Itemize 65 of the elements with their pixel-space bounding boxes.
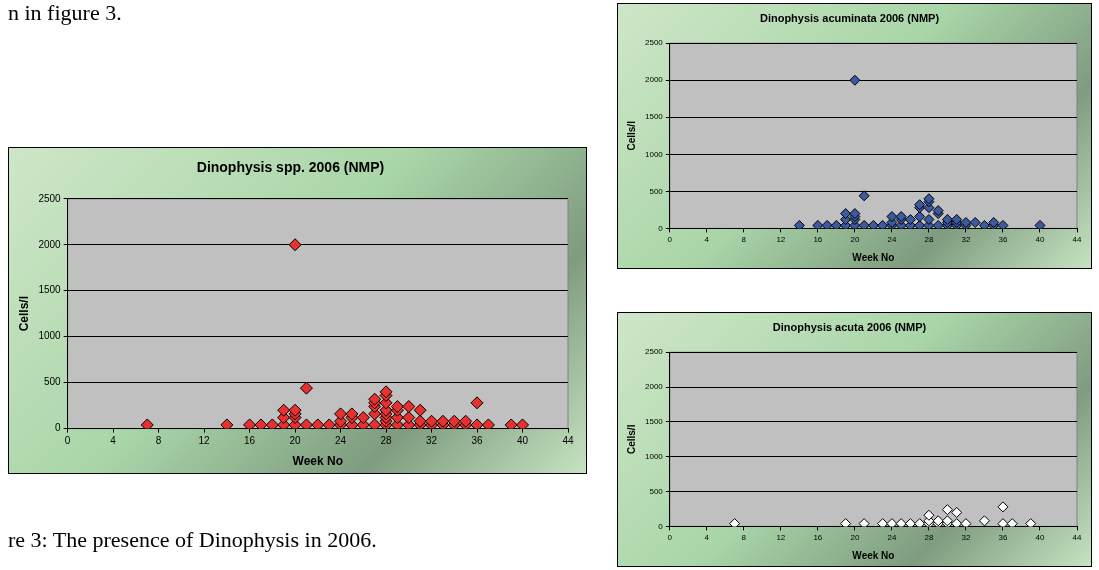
x-tick-label: 12 — [198, 435, 211, 447]
x-tick-label: 12 — [776, 235, 786, 245]
x-tick-label: 0 — [667, 235, 673, 245]
x-tick-label: 20 — [850, 235, 860, 245]
chart-title: Dinophysis acuta 2006 (NMP) — [772, 320, 927, 333]
y-tick-label: 500 — [649, 186, 664, 196]
y-tick-label: 2000 — [645, 75, 664, 85]
x-tick-label: 20 — [289, 435, 302, 447]
x-tick-label: 0 — [64, 435, 71, 447]
x-tick-label: 8 — [741, 235, 747, 245]
x-tick-label: 24 — [887, 533, 897, 543]
text: n in figure 3. — [8, 0, 122, 26]
y-tick-label: 0 — [55, 422, 62, 434]
x-tick-label: 4 — [704, 533, 710, 543]
x-tick-label: 32 — [425, 435, 438, 447]
x-tick-label: 28 — [924, 235, 934, 245]
x-tick-label: 16 — [813, 235, 823, 245]
y-tick-label: 2000 — [38, 238, 62, 250]
x-tick-label: 12 — [776, 533, 786, 543]
x-tick-label: 24 — [335, 435, 347, 447]
y-tick-label: 0 — [658, 521, 664, 531]
x-tick-label: 36 — [998, 235, 1008, 245]
x-tick-label: 28 — [924, 533, 934, 543]
y-tick-label: 2500 — [38, 192, 62, 204]
y-axis-title: Cells/l — [625, 424, 637, 455]
x-tick-label: 44 — [1072, 533, 1082, 543]
x-axis-title: Week No — [852, 549, 895, 561]
y-tick-label: 1000 — [645, 149, 664, 159]
x-tick-label: 40 — [516, 435, 529, 447]
x-tick-label: 44 — [562, 435, 574, 447]
x-tick-label: 28 — [380, 435, 393, 447]
x-tick-label: 32 — [961, 235, 971, 245]
y-tick-label: 500 — [43, 376, 62, 388]
x-tick-label: 16 — [244, 435, 256, 447]
x-axis-title: Week No — [852, 251, 895, 263]
y-tick-label: 1500 — [38, 284, 62, 296]
x-tick-label: 24 — [887, 235, 897, 245]
x-tick-label: 44 — [1072, 235, 1082, 245]
x-tick-label: 40 — [1035, 533, 1045, 543]
x-tick-label: 4 — [704, 235, 710, 245]
y-tick-label: 2500 — [645, 347, 664, 357]
x-tick-label: 20 — [850, 533, 860, 543]
y-axis-title: Cells/l — [16, 296, 31, 332]
text: re 3: The presence of Dinophysis in 2006. — [8, 527, 377, 553]
x-tick-label: 4 — [110, 435, 117, 447]
x-tick-label: 0 — [667, 533, 673, 543]
x-tick-label: 36 — [471, 435, 484, 447]
chart-title: Dinophysis spp. 2006 (NMP) — [196, 159, 385, 176]
y-tick-label: 2500 — [645, 38, 664, 48]
x-tick-label: 8 — [155, 435, 162, 447]
y-tick-label: 1000 — [645, 451, 664, 461]
x-tick-label: 8 — [741, 533, 747, 543]
x-tick-label: 32 — [961, 533, 971, 543]
x-tick-label: 36 — [998, 533, 1008, 543]
x-tick-label: 16 — [813, 533, 823, 543]
x-tick-label: 40 — [1035, 235, 1045, 245]
y-axis-title: Cells/l — [625, 120, 637, 151]
y-tick-label: 500 — [649, 486, 664, 496]
y-tick-label: 0 — [658, 223, 664, 233]
y-tick-label: 1500 — [645, 417, 664, 427]
y-tick-label: 2000 — [645, 382, 664, 392]
y-tick-label: 1000 — [38, 330, 62, 342]
y-tick-label: 1500 — [645, 112, 664, 122]
x-axis-title: Week No — [292, 454, 344, 469]
chart-title: Dinophysis acuminata 2006 (NMP) — [759, 11, 940, 24]
